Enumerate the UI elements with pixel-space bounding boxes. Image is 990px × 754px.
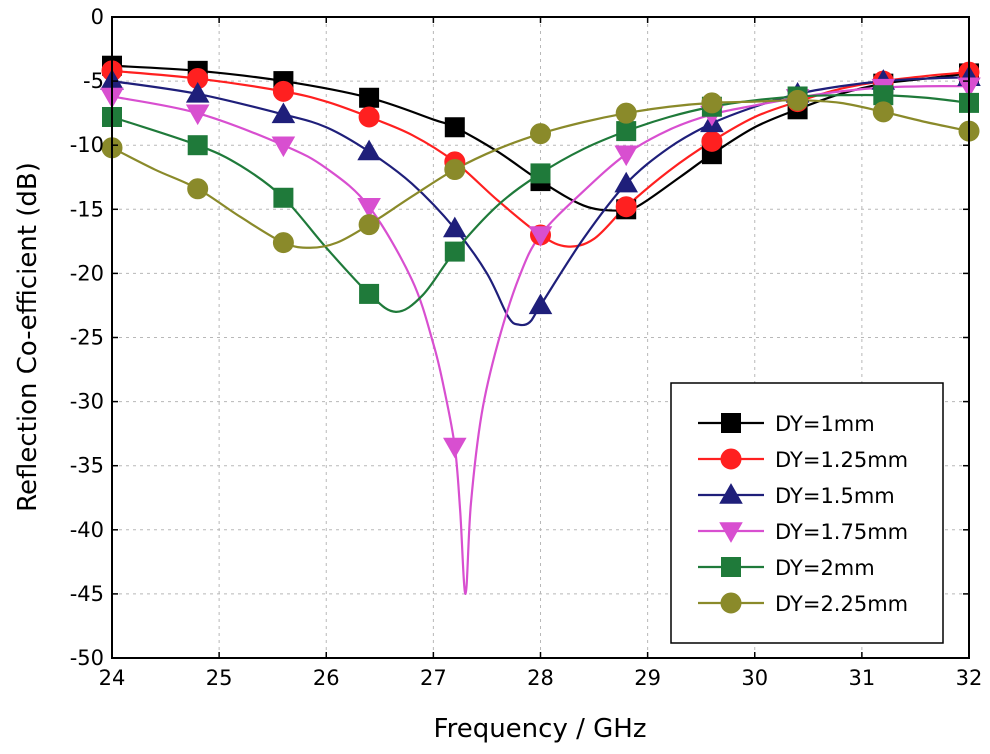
y-tick-label: -30 xyxy=(70,390,104,414)
x-tick-label: 28 xyxy=(527,666,554,690)
x-tick-label: 30 xyxy=(741,666,768,690)
x-tick-labels: 24 25 26 27 28 29 30 31 32 xyxy=(99,666,983,690)
y-tick-label: 0 xyxy=(91,5,104,29)
x-tick-label: 24 xyxy=(99,666,126,690)
y-tick-label: -35 xyxy=(70,454,104,478)
series-5-marker xyxy=(616,121,637,142)
series-6-marker xyxy=(872,101,894,123)
series-line-2 xyxy=(111,69,970,248)
series-3-marker xyxy=(357,139,381,161)
x-tick-label: 27 xyxy=(420,666,447,690)
series-6-marker xyxy=(444,159,466,181)
legend-marker-2 xyxy=(720,448,742,470)
legend-box xyxy=(670,382,944,644)
series-2-marker xyxy=(358,106,380,128)
series-5-marker xyxy=(273,187,294,208)
series-1-marker xyxy=(444,117,465,138)
x-tick-label: 26 xyxy=(313,666,340,690)
x-axis-title: Frequency / GHz xyxy=(434,714,647,744)
legend-marker-1 xyxy=(721,413,741,433)
axis-ticks xyxy=(111,16,970,659)
series-5-marker xyxy=(444,241,465,262)
series-4-marker xyxy=(614,145,638,167)
y-tick-label: -50 xyxy=(70,646,104,670)
y-axis-title: Reflection Co-efficient (dB) xyxy=(13,162,43,512)
y-tick-label: -45 xyxy=(70,582,104,606)
series-line-6 xyxy=(111,99,970,249)
series-6-marker xyxy=(187,178,209,200)
legend-label-3: DY=1.5mm xyxy=(775,484,895,508)
x-tick-label: 32 xyxy=(956,666,983,690)
legend-label-1: DY=1mm xyxy=(775,412,875,436)
series-3-marker xyxy=(185,81,210,103)
legend-label-6: DY=2.25mm xyxy=(775,592,908,616)
series-6-marker xyxy=(701,92,723,114)
y-tick-label: -25 xyxy=(70,326,104,350)
series-6-marker xyxy=(615,102,637,124)
series-5-marker xyxy=(530,163,551,184)
series-2-marker xyxy=(272,80,294,102)
legend-marker-3 xyxy=(719,483,743,504)
x-tick-label: 31 xyxy=(849,666,876,690)
legend: DY=1mm DY=1.25mm DY=1.5mm DY=1.75mm DY=2mm DY… xyxy=(670,382,944,644)
y-tick-label: -40 xyxy=(70,518,104,542)
series-5-marker xyxy=(359,283,380,304)
series-6-marker xyxy=(272,232,294,254)
y-tick-labels: 0 -5 -10 -15 -20 -25 -30 -35 -40 -45 -50 xyxy=(70,5,104,670)
legend-marker-6 xyxy=(720,592,742,614)
series-3-marker xyxy=(614,171,638,193)
x-tick-label: 25 xyxy=(206,666,233,690)
series-6-marker xyxy=(358,214,380,236)
legend-marker-4 xyxy=(719,522,743,543)
series-4-marker xyxy=(185,104,210,126)
y-tick-label: -20 xyxy=(70,261,104,285)
series-2-marker xyxy=(615,196,637,218)
y-tick-label: -10 xyxy=(70,133,104,157)
series-1-marker xyxy=(359,87,380,108)
series-2-marker xyxy=(701,130,723,152)
x-tick-label: 29 xyxy=(634,666,661,690)
y-tick-label: -15 xyxy=(70,197,104,221)
series-4-marker xyxy=(271,136,296,158)
series-3-marker xyxy=(443,216,467,238)
series-markers xyxy=(100,55,981,459)
series-6-marker xyxy=(530,123,551,145)
series-line-3 xyxy=(111,76,970,327)
legend-label-5: DY=2mm xyxy=(775,556,875,580)
legend-items: DY=1mm DY=1.25mm DY=1.5mm DY=1.75mm DY=2mm DY… xyxy=(698,412,908,616)
series-4-marker xyxy=(528,226,553,247)
series-4-marker xyxy=(443,437,467,459)
legend-label-2: DY=1.25mm xyxy=(775,448,908,472)
series-3-marker xyxy=(271,102,296,124)
legend-label-4: DY=1.75mm xyxy=(775,520,908,544)
series-3-marker xyxy=(528,293,553,315)
y-tick-label: -5 xyxy=(83,69,104,93)
series-6-marker xyxy=(787,89,809,111)
legend-marker-5 xyxy=(721,557,741,577)
series-5-marker xyxy=(187,135,208,156)
series-4-marker xyxy=(357,198,381,219)
